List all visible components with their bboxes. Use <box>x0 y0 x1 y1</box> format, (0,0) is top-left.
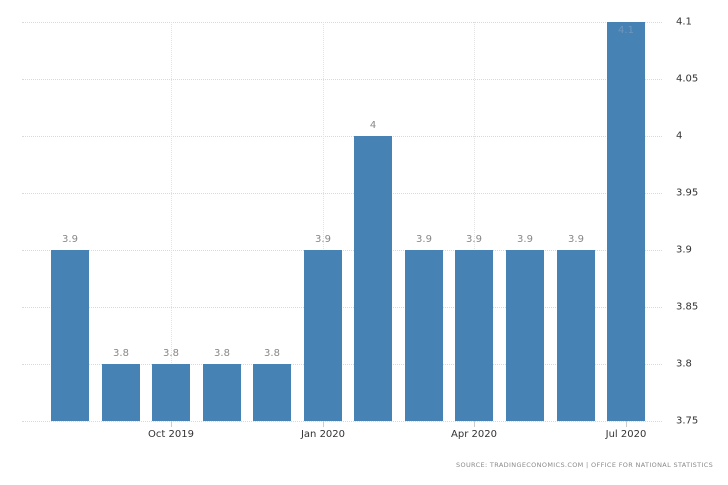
h-grid-line <box>22 364 662 365</box>
x-tick-label: Jul 2020 <box>605 429 647 440</box>
bar-value-label: 3.8 <box>163 348 179 359</box>
bar-value-label: 3.9 <box>466 234 482 245</box>
bar <box>557 250 595 421</box>
y-tick-label: 3.85 <box>676 301 699 313</box>
y-tick-label: 4.1 <box>676 16 692 28</box>
bar <box>607 22 645 421</box>
bar <box>506 250 544 421</box>
bar <box>354 136 392 421</box>
bar <box>51 250 89 421</box>
bar-value-label: 3.9 <box>568 234 584 245</box>
x-tick-label: Oct 2019 <box>148 429 194 440</box>
bar-value-label: 4 <box>369 120 377 131</box>
x-tick <box>171 421 172 427</box>
v-grid-line <box>171 22 172 421</box>
bar-value-label: 3.9 <box>416 234 432 245</box>
y-tick-label: 4 <box>676 130 683 142</box>
x-tick <box>323 421 324 427</box>
bar <box>203 364 241 421</box>
bar-value-label: 3.8 <box>214 348 230 359</box>
bar-value-label: 3.8 <box>113 348 129 359</box>
y-tick-label: 3.75 <box>676 415 699 427</box>
x-tick-label: Apr 2020 <box>451 429 497 440</box>
v-grid-line <box>474 22 475 421</box>
y-tick-label: 3.9 <box>676 244 692 256</box>
bar-value-label: 3.8 <box>264 348 280 359</box>
bar <box>102 364 140 421</box>
h-grid-line <box>22 307 662 308</box>
h-grid-line <box>22 193 662 194</box>
y-tick-label: 4.05 <box>676 73 699 85</box>
x-tick-label: Jan 2020 <box>300 429 346 440</box>
x-tick <box>474 421 475 427</box>
bar <box>304 250 342 421</box>
h-grid-line <box>22 421 662 422</box>
x-tick <box>626 421 627 427</box>
y-tick-label: 3.95 <box>676 187 699 199</box>
bar-value-label: 4.1 <box>618 25 634 36</box>
h-grid-line <box>22 79 662 80</box>
source-note: SOURCE: TRADINGECONOMICS.COM | OFFICE FO… <box>456 461 714 469</box>
bar-value-label: 3.9 <box>315 234 331 245</box>
y-tick-label: 3.8 <box>676 358 692 370</box>
bar-value-label: 3.9 <box>62 234 78 245</box>
h-grid-line <box>22 136 662 137</box>
bar <box>405 250 443 421</box>
h-grid-line <box>22 22 662 23</box>
v-grid-line <box>323 22 324 421</box>
h-grid-line <box>22 250 662 251</box>
bar <box>253 364 291 421</box>
bar-value-label: 3.9 <box>517 234 533 245</box>
bar <box>455 250 493 421</box>
bar <box>152 364 190 421</box>
